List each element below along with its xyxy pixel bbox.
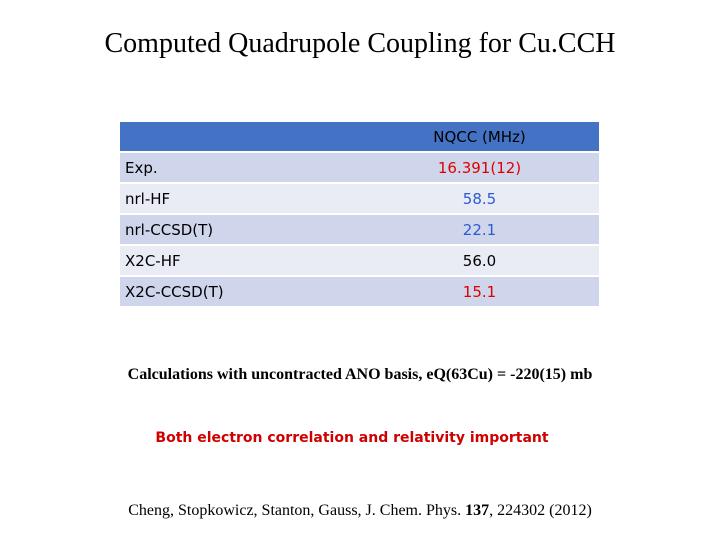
value: 16.391(12)	[360, 153, 599, 182]
citation-text: Cheng, Stopkowicz, Stanton, Gauss, J. Ch…	[128, 502, 466, 519]
row: nrl-HF 58.5	[120, 184, 599, 213]
value: 56.0	[360, 246, 599, 275]
method: nrl-CCSD(T)	[120, 215, 360, 244]
header-cell: NQCC (MHz)	[360, 122, 599, 151]
row: Exp. 16.391(12)	[120, 153, 599, 182]
header-cell	[120, 122, 360, 151]
citation: Cheng, Stopkowicz, Stanton, Gauss, J. Ch…	[0, 502, 720, 520]
citation-text: , 224302 (2012)	[489, 502, 592, 519]
method: X2C-HF	[120, 246, 360, 275]
method: nrl-HF	[120, 184, 360, 213]
value: 15.1	[360, 277, 599, 306]
results-table: NQCC (MHz) Exp. 16.391(12) nrl-HF 58.5 n…	[120, 120, 599, 308]
value: 22.1	[360, 215, 599, 244]
value: 58.5	[360, 184, 599, 213]
citation-volume: 137	[465, 502, 490, 519]
method: Exp.	[120, 153, 360, 182]
row: X2C-HF 56.0	[120, 246, 599, 275]
basis-note: Calculations with uncontracted ANO basis…	[127, 366, 593, 383]
row: X2C-CCSD(T) 15.1	[120, 277, 599, 306]
method: X2C-CCSD(T)	[120, 277, 360, 306]
row: nrl-CCSD(T) 22.1	[120, 215, 599, 244]
slide-title: Computed Quadrupole Coupling for Cu.CCH	[104, 28, 616, 59]
header-row: NQCC (MHz)	[120, 122, 599, 151]
conclusion: Both electron correlation and relativity…	[155, 430, 549, 446]
